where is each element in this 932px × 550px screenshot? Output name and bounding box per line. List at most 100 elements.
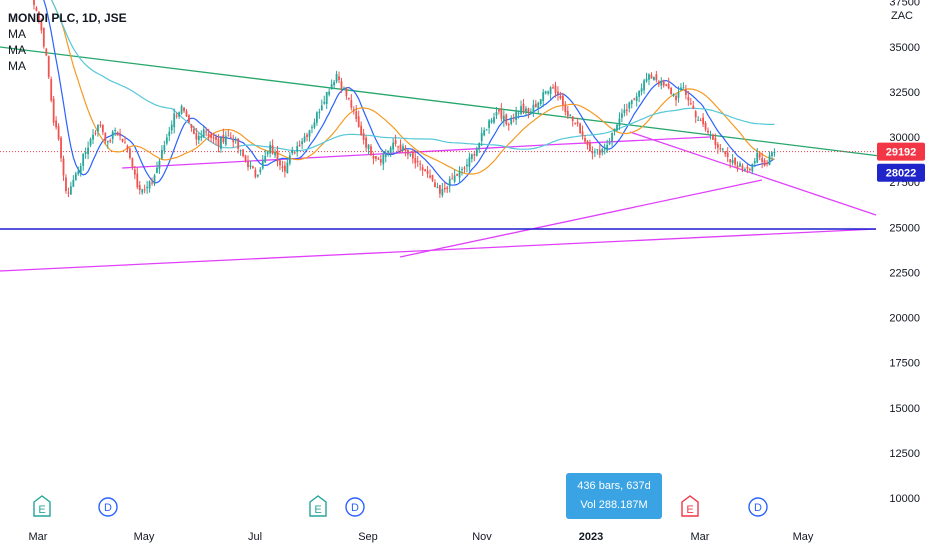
candle-body — [473, 154, 476, 156]
candle-body — [269, 144, 272, 154]
candle-body — [456, 174, 458, 176]
event-label: E — [686, 504, 693, 516]
candle-body — [239, 150, 242, 152]
ma-label-3[interactable]: MA — [8, 59, 26, 73]
candle-body — [603, 148, 606, 150]
candle-body — [281, 166, 284, 169]
ma-label-2[interactable]: MA — [8, 43, 26, 57]
candle-body — [237, 138, 240, 149]
volume-label: Vol 288.187M — [580, 499, 648, 511]
candle-body — [286, 162, 289, 174]
candle-body — [756, 152, 759, 163]
event-marker-e[interactable]: E — [681, 495, 699, 517]
candle-body — [689, 103, 692, 105]
event-marker-d[interactable]: D — [748, 497, 768, 517]
range-measure-box: 436 bars, 637d Vol 288.187M — [566, 473, 662, 519]
candle-body — [313, 122, 316, 128]
candle-body — [409, 153, 412, 156]
time-axis[interactable]: Mar May Jul Sep Nov 2023 Mar May — [29, 531, 814, 543]
y-tick-label: 35000 — [889, 42, 920, 54]
event-marker-d[interactable]: D — [98, 497, 118, 517]
channel-top-line — [121, 144, 546, 169]
candle-body — [434, 182, 436, 188]
y-tick-label: 17500 — [889, 358, 920, 370]
candle-body — [763, 160, 766, 166]
candle-body — [333, 81, 335, 86]
candle-body — [318, 111, 321, 113]
earnings-icon — [681, 495, 699, 517]
event-label: E — [38, 504, 45, 516]
candle-body — [684, 89, 687, 96]
candle-body — [330, 84, 333, 90]
candle-body — [151, 182, 153, 184]
candle-body — [596, 149, 599, 151]
candle-body — [50, 79, 53, 101]
candle-body — [271, 145, 274, 154]
candle-body — [510, 119, 513, 124]
candle-body — [229, 137, 232, 139]
candle-body — [741, 165, 744, 169]
candle-body — [635, 96, 638, 101]
candle-body — [621, 113, 623, 118]
candle-body — [60, 137, 62, 159]
event-marker-e[interactable]: E — [309, 495, 327, 517]
price-axis[interactable]: ZAC1000012500150001750020000225002500027… — [889, 0, 920, 505]
candle-body — [301, 141, 304, 145]
candle-body — [207, 133, 210, 137]
candle-body — [274, 152, 276, 156]
candle-body — [618, 118, 621, 127]
candle-body — [168, 131, 171, 136]
candle-body — [352, 109, 355, 111]
candle-body — [99, 124, 102, 126]
candle-body — [724, 151, 727, 155]
event-marker-e[interactable]: E — [33, 495, 51, 517]
candle-body — [483, 130, 486, 136]
symbol-title[interactable]: MONDI PLC, 1D, JSE — [8, 11, 127, 25]
candle-body — [146, 186, 149, 189]
candle-body — [667, 83, 670, 89]
candle-body — [532, 104, 535, 114]
candle-body — [648, 74, 650, 80]
candle-body — [739, 163, 741, 167]
candle-body — [84, 151, 87, 154]
candle-body — [411, 151, 414, 159]
candle-body — [640, 88, 643, 92]
candle-body — [397, 146, 399, 148]
candle-body — [761, 157, 764, 162]
candle-body — [370, 146, 372, 155]
currency-label: ZAC — [891, 10, 913, 22]
candle-body — [773, 151, 776, 154]
candle-body — [542, 92, 545, 102]
y-tick-label: 32500 — [889, 87, 920, 99]
candle-body — [138, 185, 141, 191]
candle-body — [458, 171, 461, 178]
candle-body — [448, 178, 451, 187]
candle-body — [92, 134, 94, 140]
candle-body — [611, 132, 613, 142]
ma-label-1[interactable]: MA — [8, 27, 26, 41]
candle-body — [42, 27, 45, 47]
candle-body — [195, 133, 198, 140]
candle-body — [101, 124, 104, 133]
candle-body — [212, 137, 215, 139]
candle-body — [424, 169, 427, 172]
candle-body — [298, 144, 301, 147]
price-tags: 29192 28022 — [877, 142, 925, 182]
candle-body — [746, 166, 749, 169]
candle-body — [67, 192, 70, 194]
candle-body — [441, 189, 444, 196]
candle-body — [114, 130, 117, 132]
candle-body — [392, 142, 395, 150]
candle-body — [121, 138, 124, 142]
candle-body — [453, 175, 456, 182]
candle-body — [379, 159, 382, 163]
rising-trendline — [399, 179, 763, 258]
y-tick-label: 22500 — [889, 267, 920, 279]
candle-body — [131, 158, 134, 167]
candle-body — [561, 95, 564, 105]
event-marker-d[interactable]: D — [345, 497, 365, 517]
candle-body — [365, 137, 367, 148]
candle-body — [766, 162, 768, 165]
